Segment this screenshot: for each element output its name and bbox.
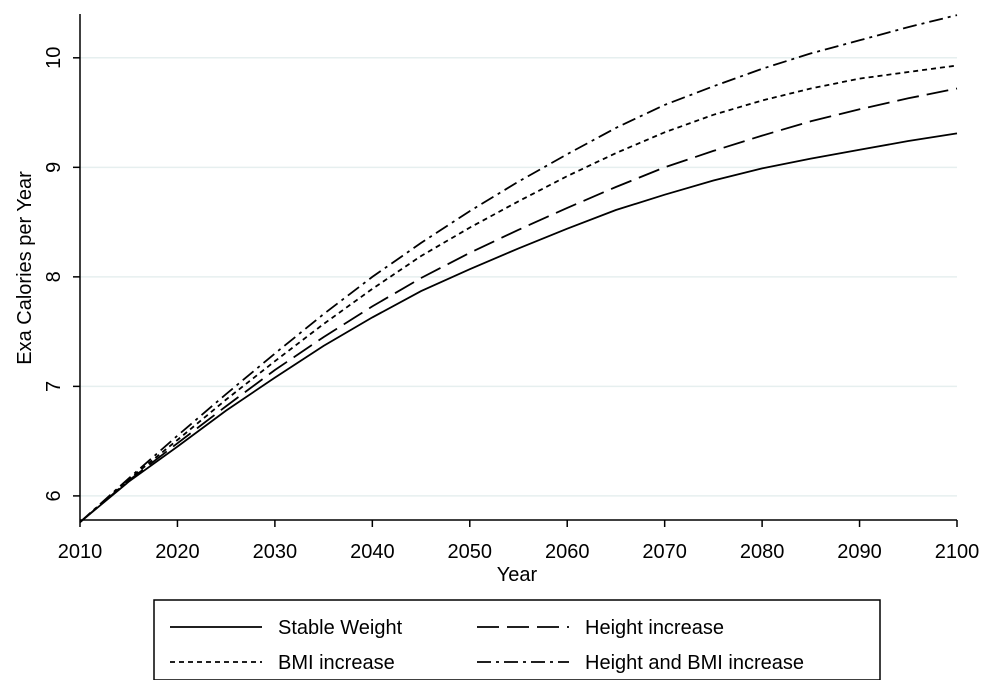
- x-tick-label: 2060: [545, 541, 590, 563]
- x-tick-label: 2010: [58, 541, 103, 563]
- x-tick-label: 2030: [253, 541, 298, 563]
- series-lines: [79, 14, 958, 523]
- legend-label: BMI increase: [278, 652, 395, 674]
- x-tick-label: 2100: [935, 541, 980, 563]
- x-tick-label: 2050: [448, 541, 493, 563]
- y-tick-label: 10: [43, 47, 65, 69]
- legend-label: Height and BMI increase: [585, 652, 804, 674]
- x-tick-label: 2070: [642, 541, 687, 563]
- x-tick-label: 2090: [837, 541, 882, 563]
- y-tick-label: 6: [43, 490, 65, 501]
- series-line-2: [79, 87, 958, 523]
- y-tick-label: 9: [43, 162, 65, 173]
- y-axis-title: Exa Calories per Year: [14, 171, 36, 365]
- x-tick-label: 2020: [155, 541, 200, 563]
- x-tick-label: 2080: [740, 541, 785, 563]
- gridlines: [80, 57, 957, 497]
- tick-labels: 2010 2020 2030 2040 2050 2060 2070 2080 2090 2100…: [43, 47, 979, 563]
- legend-label: Stable Weight: [278, 617, 403, 639]
- y-tick-label: 8: [43, 271, 65, 282]
- x-tick-label: 2040: [350, 541, 395, 563]
- x-axis-title: Year: [497, 564, 538, 586]
- series-line-4: [79, 14, 958, 523]
- series-line-3: [79, 64, 958, 523]
- series-line-1: [79, 132, 958, 523]
- legend: Stable Weight Height increase BMI increase…: [153, 599, 881, 680]
- legend-label: Height increase: [585, 617, 724, 639]
- legend-box: [153, 599, 881, 680]
- axes: [73, 14, 958, 527]
- y-tick-label: 7: [43, 381, 65, 392]
